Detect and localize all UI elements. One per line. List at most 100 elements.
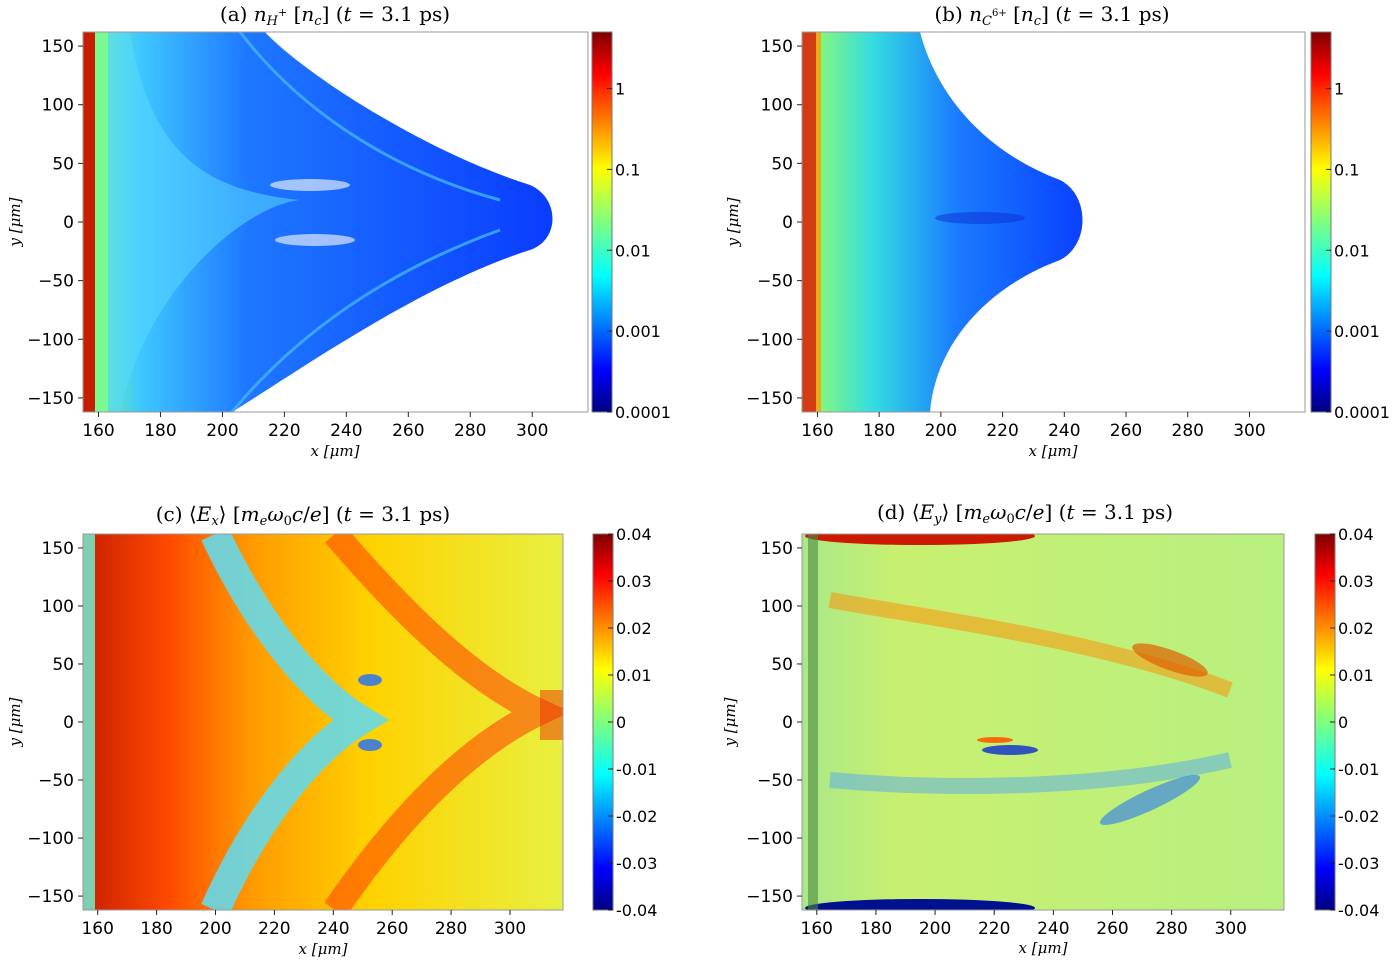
y-tick-label: 150 (761, 539, 793, 559)
panel-b-title: (b) nC6+ [nc] (t = 3.1 ps) (934, 2, 1169, 29)
y-tick-label: 0 (782, 213, 793, 233)
panel-b-colorbar-ticks: 1 0.1 0.01 0.001 0.0001 (1326, 80, 1390, 422)
colorbar-tick-label: -0.01 (616, 760, 657, 779)
y-tick-label: −150 (27, 887, 74, 907)
panel-c-y-ticks: 150 100 50 0 −50 −100 −150 (27, 539, 83, 907)
panel-c: (c) ⟨Ex⟩ [meω0c/e] (t = 3.1 ps) 160 180 20… (6, 502, 657, 958)
panel-d-ylabel: y [μm] (721, 697, 739, 747)
x-tick-label: 160 (801, 919, 833, 939)
y-tick-label: −50 (757, 272, 793, 292)
x-tick-label: 200 (919, 919, 951, 939)
colorbar-tick-label: 0.02 (616, 619, 652, 638)
x-tick-label: 300 (1233, 421, 1265, 441)
y-tick-label: 150 (42, 37, 74, 57)
panel-a-x-ticks: 160 180 200 220 240 260 280 300 (82, 412, 548, 441)
y-tick-label: −50 (38, 771, 74, 791)
panel-b-xlabel: x [μm] (1029, 442, 1078, 460)
y-tick-label: −150 (746, 389, 793, 409)
panel-a-colorbar (591, 31, 613, 413)
colorbar-tick-label: 0.01 (616, 666, 652, 685)
colorbar-tick-label: -0.03 (616, 854, 657, 873)
x-tick-label: 260 (376, 919, 408, 939)
y-tick-label: −150 (746, 887, 793, 907)
colorbar-tick-label: -0.04 (1338, 901, 1379, 920)
x-tick-label: 280 (454, 421, 486, 441)
colorbar-tick-label: 0.03 (1338, 572, 1374, 591)
y-tick-label: 100 (761, 597, 793, 617)
x-tick-label: 180 (863, 421, 895, 441)
y-tick-label: 50 (771, 655, 793, 675)
panel-d-xlabel: x [μm] (1019, 939, 1068, 957)
panel-d-colorbar-ticks: 0.04 0.03 0.02 0.01 0 -0.01 -0.02 -0.03 -0.04 (1330, 525, 1379, 920)
x-tick-label: 280 (1155, 919, 1187, 939)
y-tick-label: 50 (52, 154, 74, 174)
panel-b: (b) nC6+ [nc] (t = 3.1 ps) 160 180 200 220 2… (724, 2, 1390, 460)
colorbar-tick-label: -0.02 (616, 807, 657, 826)
colorbar-tick-label: -0.03 (1338, 854, 1379, 873)
panel-b-colorbar (1310, 31, 1332, 413)
x-tick-label: 200 (925, 421, 957, 441)
x-tick-label: 240 (1037, 919, 1069, 939)
panel-d-title: (d) ⟨Ey⟩ [meω0c/e] (t = 3.1 ps) (877, 500, 1173, 527)
panel-b-y-ticks: 150 100 50 0 −50 −100 −150 (746, 37, 802, 409)
x-tick-label: 260 (392, 421, 424, 441)
x-tick-label: 300 (1215, 919, 1247, 939)
x-tick-label: 180 (860, 919, 892, 939)
y-tick-label: 0 (782, 713, 793, 733)
colorbar-tick-label: 0.04 (616, 525, 652, 544)
colorbar-tick-label: 0.04 (1338, 525, 1374, 544)
y-tick-label: 100 (42, 597, 74, 617)
x-tick-label: 260 (1096, 919, 1128, 939)
y-tick-label: −100 (27, 829, 74, 849)
colorbar-tick-label: 1 (1334, 80, 1344, 99)
x-tick-label: 280 (1172, 421, 1204, 441)
panel-c-ylabel: y [μm] (6, 697, 24, 747)
colorbar-tick-label: 0.1 (615, 160, 640, 179)
x-tick-label: 160 (81, 919, 113, 939)
colorbar-tick-label: 0.01 (1334, 241, 1370, 260)
y-tick-label: 150 (761, 37, 793, 57)
panel-a-xlabel: x [μm] (311, 442, 360, 460)
colorbar-tick-label: 0.1 (1334, 160, 1359, 179)
y-tick-label: 0 (63, 713, 74, 733)
x-tick-label: 200 (199, 919, 231, 939)
colorbar-tick-label: -0.02 (1338, 807, 1379, 826)
y-tick-label: −50 (38, 272, 74, 292)
panel-a-colorbar-ticks: 1 0.1 0.01 0.001 0.0001 (607, 80, 671, 422)
x-tick-label: 220 (268, 421, 300, 441)
colorbar-tick-label: 0 (616, 713, 626, 732)
panel-c-xlabel: x [μm] (299, 940, 348, 958)
panel-d-heatmap (802, 534, 1284, 910)
colorbar-tick-label: 0.03 (616, 572, 652, 591)
panel-a: (a) nH+ [nc] (t = 3.1 ps) 160 180 200 220 24… (6, 2, 671, 460)
panel-a-title: (a) nH+ [nc] (t = 3.1 ps) (220, 2, 450, 29)
x-tick-label: 180 (140, 919, 172, 939)
colorbar-tick-label: -0.04 (616, 901, 657, 920)
x-tick-label: 240 (330, 421, 362, 441)
y-tick-label: −150 (27, 389, 74, 409)
panel-b-ylabel: y [μm] (724, 197, 742, 247)
panel-c-colorbar-ticks: 0.04 0.03 0.02 0.01 0 -0.01 -0.02 -0.03 -0.04 (608, 525, 657, 920)
x-tick-label: 160 (801, 421, 833, 441)
panel-a-ylabel: y [μm] (6, 197, 24, 247)
y-tick-label: 50 (771, 154, 793, 174)
x-tick-label: 160 (82, 421, 114, 441)
panel-a-y-ticks: 150 100 50 0 −50 −100 −150 (27, 37, 83, 409)
y-tick-label: 50 (52, 655, 74, 675)
colorbar-tick-label: 0.001 (615, 322, 661, 341)
panel-d-y-ticks: 150 100 50 0 −50 −100 −150 (746, 539, 802, 907)
y-tick-label: 150 (42, 539, 74, 559)
panel-c-heatmap (83, 534, 563, 910)
colorbar-tick-label: 0.02 (1338, 619, 1374, 638)
panel-d-x-ticks: 160 180 200 220 240 260 280 300 (801, 910, 1247, 939)
y-tick-label: 100 (761, 96, 793, 116)
x-tick-label: 240 (1048, 421, 1080, 441)
x-tick-label: 240 (317, 919, 349, 939)
colorbar-tick-label: 1 (615, 80, 625, 99)
panel-d: (d) ⟨Ey⟩ [meω0c/e] (t = 3.1 ps) 160 180 20… (721, 500, 1379, 957)
y-tick-label: −100 (746, 829, 793, 849)
x-tick-label: 300 (494, 919, 526, 939)
y-tick-label: 0 (63, 213, 74, 233)
y-tick-label: −50 (757, 771, 793, 791)
